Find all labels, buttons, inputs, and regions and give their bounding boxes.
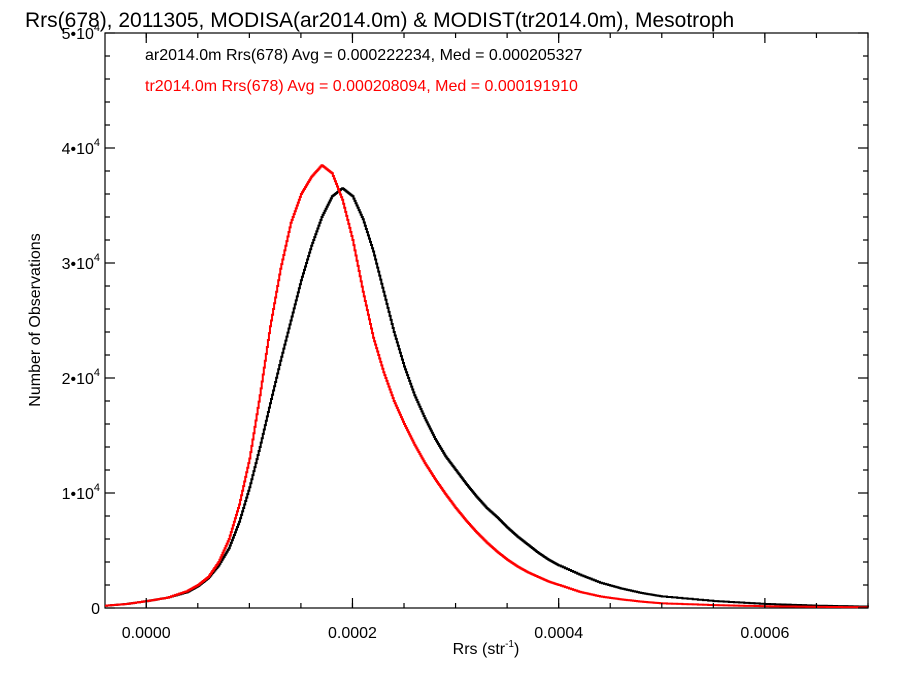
y-tick-mantissa: 3•10 bbox=[62, 256, 94, 273]
x-axis-label-suffix: ) bbox=[514, 641, 519, 658]
x-axis-label: Rrs (str-1) bbox=[453, 639, 520, 658]
y-tick-label: 1•104 bbox=[62, 482, 100, 503]
annotation-ar2014: ar2014.0m Rrs(678) Avg = 0.000222234, Me… bbox=[145, 47, 582, 64]
x-tick-label: 0.0006 bbox=[740, 625, 789, 642]
axis-layer: 0.0000 0.0002 0.0004 0.000601•1042•1043•104… bbox=[62, 22, 869, 642]
y-tick-exponent: 4 bbox=[94, 22, 100, 34]
y-tick-mantissa: 5•10 bbox=[62, 26, 94, 43]
y-tick-label: 0 bbox=[91, 601, 100, 618]
y-tick-label: 4•104 bbox=[62, 137, 100, 158]
series-line-ar2014 bbox=[105, 187, 869, 608]
y-tick-exponent: 4 bbox=[94, 137, 100, 149]
y-tick-label: 3•104 bbox=[62, 252, 100, 273]
x-axis-label-sup: -1 bbox=[505, 639, 514, 650]
chart-title: Rrs(678), 2011305, MODISA(ar2014.0m) & M… bbox=[25, 9, 734, 32]
x-tick-label: 0.0004 bbox=[534, 625, 583, 642]
annotation-tr2014: tr2014.0m Rrs(678) Avg = 0.000208094, Me… bbox=[145, 78, 578, 95]
y-tick-exponent: 4 bbox=[94, 482, 100, 494]
y-tick-exponent: 4 bbox=[94, 367, 100, 379]
y-tick-exponent: 4 bbox=[94, 252, 100, 264]
series-layer bbox=[105, 164, 869, 609]
series-line-tr2014 bbox=[105, 164, 869, 609]
plot-frame bbox=[104, 32, 869, 609]
y-tick-label: 5•104 bbox=[62, 22, 100, 43]
y-tick-label: 2•104 bbox=[62, 367, 100, 388]
y-tick-mantissa: 1•10 bbox=[62, 486, 94, 503]
x-axis-label-main: Rrs (str bbox=[453, 641, 506, 658]
y-tick-mantissa: 0 bbox=[91, 601, 100, 618]
x-tick-label: 0.0002 bbox=[328, 625, 377, 642]
x-tick-label: 0.0000 bbox=[122, 625, 171, 642]
y-tick-mantissa: 2•10 bbox=[62, 371, 94, 388]
y-axis-label: Number of Observations bbox=[27, 233, 44, 406]
y-tick-mantissa: 4•10 bbox=[62, 141, 94, 158]
